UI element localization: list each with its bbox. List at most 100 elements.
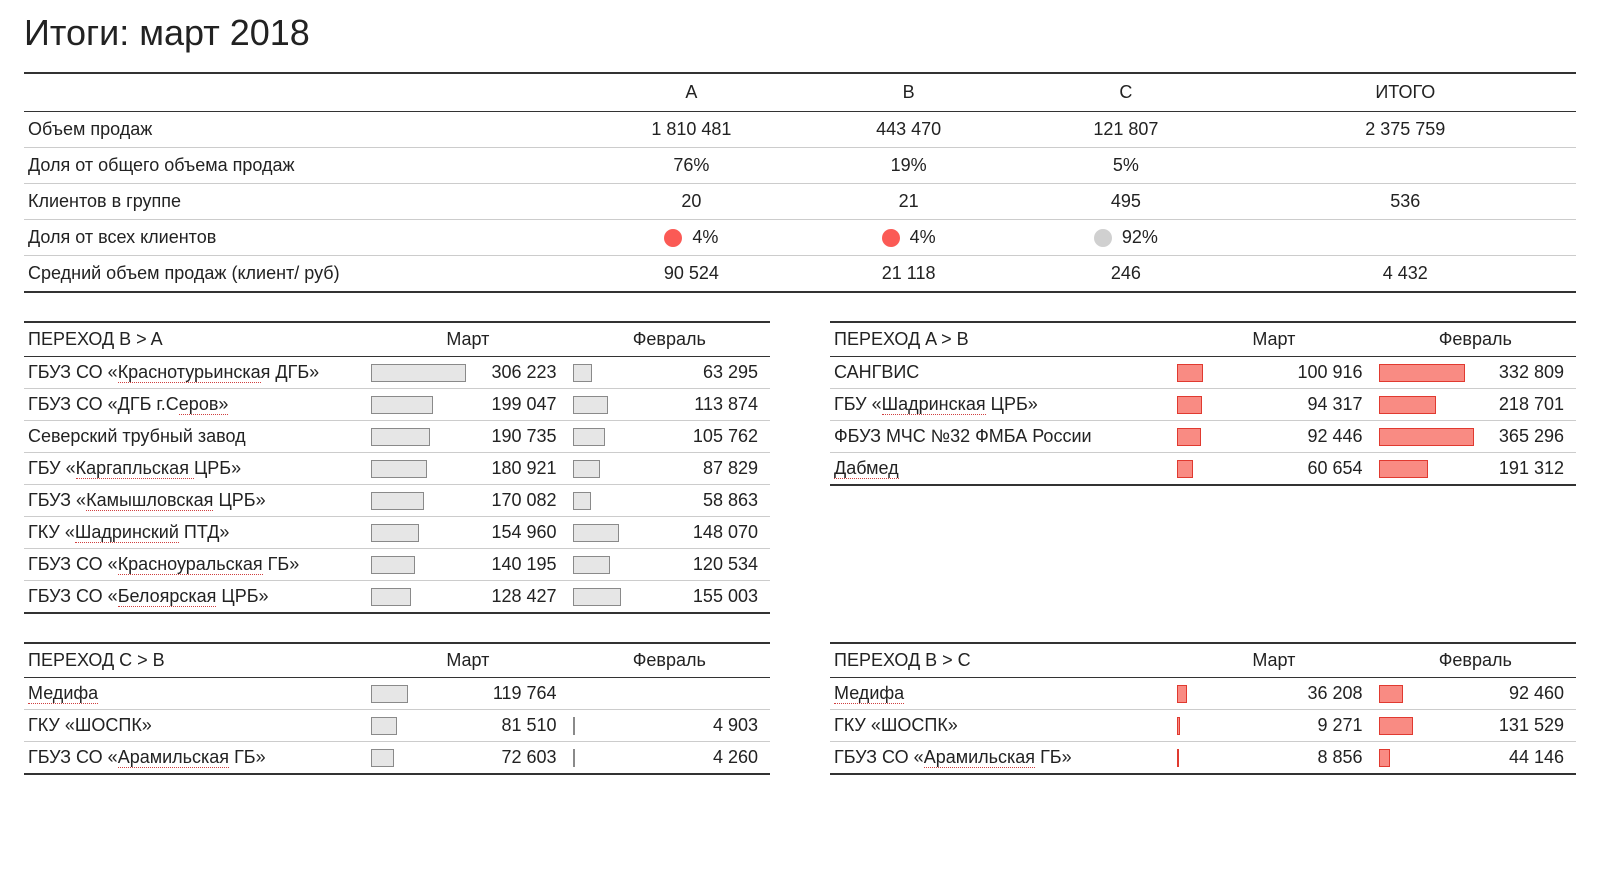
client-name: ГКУ «ШОСПК»	[24, 710, 367, 742]
value-march: 140 195	[472, 549, 569, 581]
value-feb: 191 312	[1479, 453, 1576, 486]
bar-icon	[371, 492, 424, 510]
value-feb: 92 460	[1479, 678, 1576, 710]
value-march: 92 446	[1278, 421, 1375, 453]
summary-cell: 21 118	[800, 256, 1017, 293]
panel-col-march: Март	[1173, 322, 1374, 357]
value-march: 154 960	[472, 517, 569, 549]
bar-march	[367, 485, 471, 517]
bar-march	[367, 453, 471, 485]
panel-col-feb: Февраль	[1375, 322, 1576, 357]
client-name: ГБУ «Каргапльская ЦРБ»	[24, 453, 367, 485]
bar-icon	[371, 460, 427, 478]
value-march: 60 654	[1278, 453, 1375, 486]
bar-march	[1173, 678, 1277, 710]
bar-feb	[569, 421, 673, 453]
value-feb: 44 146	[1479, 742, 1576, 775]
bar-icon	[371, 685, 408, 703]
bar-feb	[569, 517, 673, 549]
bar-icon	[573, 524, 619, 542]
bar-march	[367, 581, 471, 614]
panel-row: Медифа119 764	[24, 678, 770, 710]
bar-icon	[1379, 428, 1474, 446]
bar-icon	[1379, 396, 1436, 414]
summary-cell: 2 375 759	[1235, 112, 1576, 148]
bar-feb	[1375, 357, 1479, 389]
value-feb: 218 701	[1479, 389, 1576, 421]
bar-feb	[1375, 421, 1479, 453]
client-name: ГБУЗ «Камышловская ЦРБ»	[24, 485, 367, 517]
share-dot-icon	[1094, 229, 1112, 247]
panel-ba: ПЕРЕХОД B > AМартФевральГБУЗ СО «Краснот…	[24, 321, 770, 614]
summary-table: ABCИТОГО Объем продаж1 810 481443 470121…	[24, 72, 1576, 293]
panel-col-feb: Февраль	[1375, 643, 1576, 678]
client-name: ГБУ «Шадринская ЦРБ»	[830, 389, 1173, 421]
bar-march	[367, 421, 471, 453]
value-march: 180 921	[472, 453, 569, 485]
bar-feb	[1375, 742, 1479, 775]
bar-feb	[569, 549, 673, 581]
value-march: 100 916	[1278, 357, 1375, 389]
bar-march	[1173, 389, 1277, 421]
panel-row: САНГВИС100 916332 809	[830, 357, 1576, 389]
value-feb: 113 874	[673, 389, 770, 421]
bar-feb	[569, 581, 673, 614]
bar-march	[1173, 710, 1277, 742]
bar-feb	[569, 453, 673, 485]
value-march: 190 735	[472, 421, 569, 453]
panel-row: ГБУЗ СО «Краснотурьинская ДГБ» 306 223 63 …	[24, 357, 770, 389]
bar-icon	[573, 588, 621, 606]
value-feb: 63 295	[673, 357, 770, 389]
summary-cell: 21	[800, 184, 1017, 220]
client-name: ГБУЗ СО «ДГБ г.Серов»	[24, 389, 367, 421]
bar-march	[367, 742, 471, 775]
bar-feb	[1375, 678, 1479, 710]
bar-march	[367, 678, 471, 710]
value-feb: 365 296	[1479, 421, 1576, 453]
panel-col-feb: Февраль	[569, 322, 770, 357]
value-march: 306 223	[472, 357, 569, 389]
summary-cell: 4%	[800, 220, 1017, 256]
value-feb: 120 534	[673, 549, 770, 581]
value-march: 170 082	[472, 485, 569, 517]
summary-col-C: C	[1017, 73, 1234, 112]
panel-title: ПЕРЕХОД B > A	[24, 322, 367, 357]
client-name: ГКУ «ШОСПК»	[830, 710, 1173, 742]
bar-icon	[1177, 685, 1186, 703]
bar-march	[1173, 742, 1277, 775]
summary-cell: 1 810 481	[583, 112, 800, 148]
bar-icon	[573, 428, 606, 446]
summary-cell: 5%	[1017, 148, 1234, 184]
bar-icon	[371, 364, 466, 382]
bar-march	[1173, 357, 1277, 389]
bar-icon	[1379, 460, 1429, 478]
value-march: 119 764	[472, 678, 569, 710]
value-feb: 155 003	[673, 581, 770, 614]
panel-row: ГБУЗ СО «Арамильская ГБ»72 6034 260	[24, 742, 770, 775]
panel-col-march: Март	[367, 322, 568, 357]
summary-row-label: Клиентов в группе	[24, 184, 583, 220]
panel-title: ПЕРЕХОД B > C	[830, 643, 1173, 678]
bar-icon	[573, 717, 575, 735]
summary-col-B: B	[800, 73, 1017, 112]
bar-icon	[371, 524, 419, 542]
value-march: 8 856	[1278, 742, 1375, 775]
bar-icon	[573, 396, 608, 414]
bar-icon	[1177, 428, 1201, 446]
share-dot-icon	[664, 229, 682, 247]
panel-row: Дабмед60 654191 312	[830, 453, 1576, 486]
value-feb: 105 762	[673, 421, 770, 453]
bar-march	[367, 710, 471, 742]
bar-march	[367, 389, 471, 421]
summary-row: Доля от общего объема продаж76%19%5%	[24, 148, 1576, 184]
client-name: ГБУЗ СО «Краснотурьинская ДГБ»	[24, 357, 367, 389]
summary-row-label: Доля от всех клиентов	[24, 220, 583, 256]
summary-cell: 19%	[800, 148, 1017, 184]
bar-feb	[569, 357, 673, 389]
bar-march	[1173, 421, 1277, 453]
bar-march	[367, 549, 471, 581]
summary-row: Клиентов в группе2021495536	[24, 184, 1576, 220]
client-name: ГБУЗ СО «Арамильская ГБ»	[24, 742, 367, 775]
share-dot-icon	[882, 229, 900, 247]
summary-row: Средний объем продаж (клиент/ руб)90 524…	[24, 256, 1576, 293]
